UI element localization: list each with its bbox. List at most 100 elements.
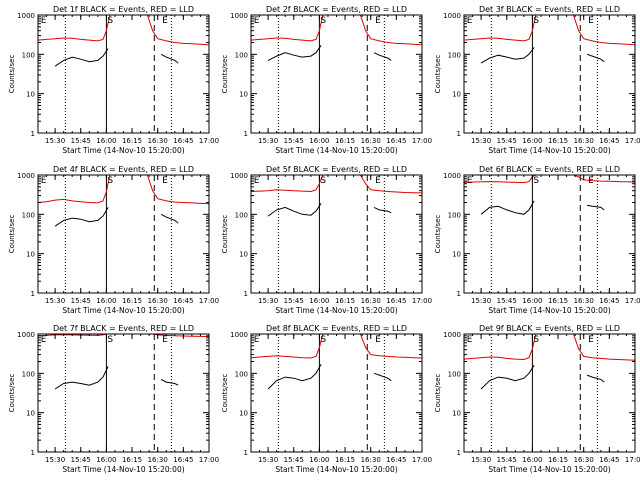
lld-series-line (250, 333, 423, 359)
marker-label-e: E (467, 335, 473, 345)
x-axis-label: Start Time (14-Nov-10 15:20:00) (488, 146, 610, 155)
lld-series-line (37, 14, 210, 46)
x-tick-label: 16:15 (548, 297, 568, 305)
marker-label-e: E (467, 176, 473, 186)
marker-label-e: E (467, 16, 473, 26)
y-tick-label: 10 (26, 410, 35, 418)
x-tick-label: 16:15 (122, 137, 142, 145)
marker-label-e: E (162, 176, 168, 186)
x-tick-label: 16:30 (361, 456, 381, 464)
x-tick-label: 16:15 (548, 137, 568, 145)
x-tick-label: 16:30 (574, 456, 594, 464)
panel-title: Det 4f BLACK = Events, RED = LLD (53, 165, 194, 174)
lld-series-line (250, 14, 423, 46)
marker-label-s: S (320, 16, 326, 26)
events-series-line (54, 48, 179, 67)
events-series-line (480, 200, 605, 215)
y-tick-label: 10 (452, 91, 461, 99)
marker-label-s: S (533, 335, 539, 345)
x-tick-label: 16:30 (361, 137, 381, 145)
x-tick-label: 16:15 (335, 456, 355, 464)
x-tick-label: 17:00 (199, 137, 219, 145)
events-series-line (267, 203, 392, 217)
x-tick-label: 15:30 (471, 297, 491, 305)
x-axis-label: Start Time (14-Nov-10 15:20:00) (62, 465, 184, 474)
plot-frame (37, 333, 210, 453)
y-axis-label: Counts/sec (434, 55, 442, 94)
y-tick-label: 100 (235, 211, 248, 219)
x-tick-label: 16:45 (386, 137, 406, 145)
x-tick-label: 17:00 (412, 456, 432, 464)
x-tick-label: 15:45 (497, 137, 517, 145)
panel-det-4: Det 4f BLACK = Events, RED = LLD E S E 1 10 10… (8, 165, 219, 315)
panel-det-9: Det 9f BLACK = Events, RED = LLD E S E 1 10 10… (434, 324, 640, 474)
panel-title: Det 5f BLACK = Events, RED = LLD (266, 165, 407, 174)
plot-frame (250, 174, 423, 294)
y-tick-label: 1 (457, 130, 461, 138)
marker-label-e: E (375, 176, 381, 186)
x-axis-label: Start Time (14-Nov-10 15:20:00) (488, 306, 610, 315)
x-tick-label: 15:30 (45, 456, 65, 464)
marker-label-e: E (254, 176, 260, 186)
marker-label-e: E (375, 16, 381, 26)
x-tick-label: 15:30 (258, 137, 278, 145)
marker-label-e: E (162, 335, 168, 345)
y-tick-label: 1000 (230, 331, 248, 339)
y-tick-label: 1000 (443, 12, 461, 20)
x-axis-label: Start Time (14-Nov-10 15:20:00) (275, 146, 397, 155)
x-tick-label: 15:30 (471, 137, 491, 145)
y-axis-label: Counts/sec (221, 55, 229, 94)
y-tick-label: 100 (235, 51, 248, 59)
y-tick-label: 1 (244, 290, 248, 298)
x-tick-label: 15:30 (45, 297, 65, 305)
y-tick-label: 100 (235, 370, 248, 378)
panel-det-1: Det 1f BLACK = Events, RED = LLD E S E 1 10 10… (8, 5, 219, 155)
x-tick-label: 17:00 (199, 297, 219, 305)
panel-title: Det 1f BLACK = Events, RED = LLD (53, 5, 194, 14)
y-tick-label: 100 (22, 51, 35, 59)
x-tick-label: 15:45 (284, 456, 304, 464)
y-tick-label: 1000 (443, 172, 461, 180)
y-axis-label: Counts/sec (221, 374, 229, 413)
x-tick-label: 15:30 (258, 297, 278, 305)
y-tick-label: 1000 (443, 331, 461, 339)
x-tick-label: 17:00 (625, 456, 640, 464)
panel-det-5: Det 5f BLACK = Events, RED = LLD E S E 1 10 10… (221, 165, 432, 315)
x-tick-label: 16:45 (386, 456, 406, 464)
x-tick-label: 16:00 (309, 137, 329, 145)
plot-frame (250, 14, 423, 134)
lld-series-line (463, 14, 636, 46)
marker-label-s: S (107, 16, 113, 26)
y-tick-label: 100 (22, 211, 35, 219)
events-series-line (54, 366, 179, 390)
plot-frame (250, 333, 423, 453)
x-tick-label: 16:30 (148, 456, 168, 464)
panel-grid: Det 1f BLACK = Events, RED = LLD E S E 1 10 10… (8, 5, 640, 474)
y-tick-label: 10 (26, 251, 35, 259)
lld-series-line (37, 174, 210, 205)
x-axis-label: Start Time (14-Nov-10 15:20:00) (62, 306, 184, 315)
y-tick-label: 10 (26, 91, 35, 99)
y-axis-label: Counts/sec (8, 215, 16, 254)
y-axis-label: Counts/sec (434, 215, 442, 254)
panel-title: Det 2f BLACK = Events, RED = LLD (266, 5, 407, 14)
events-series-line (267, 45, 392, 61)
marker-label-e: E (162, 16, 168, 26)
x-axis-label: Start Time (14-Nov-10 15:20:00) (488, 465, 610, 474)
y-axis-label: Counts/sec (8, 55, 16, 94)
lld-series-line (250, 174, 423, 194)
x-tick-label: 15:45 (71, 456, 91, 464)
x-tick-label: 17:00 (625, 297, 640, 305)
x-tick-label: 16:15 (548, 456, 568, 464)
marker-label-s: S (107, 335, 113, 345)
x-axis-label: Start Time (14-Nov-10 15:20:00) (62, 146, 184, 155)
x-tick-label: 16:15 (335, 297, 355, 305)
y-tick-label: 10 (239, 91, 248, 99)
y-tick-label: 100 (448, 51, 461, 59)
panel-title: Det 8f BLACK = Events, RED = LLD (266, 324, 407, 333)
marker-label-e: E (41, 176, 47, 186)
y-tick-label: 1000 (17, 172, 35, 180)
marker-label-e: E (588, 335, 594, 345)
x-tick-label: 16:00 (522, 456, 542, 464)
